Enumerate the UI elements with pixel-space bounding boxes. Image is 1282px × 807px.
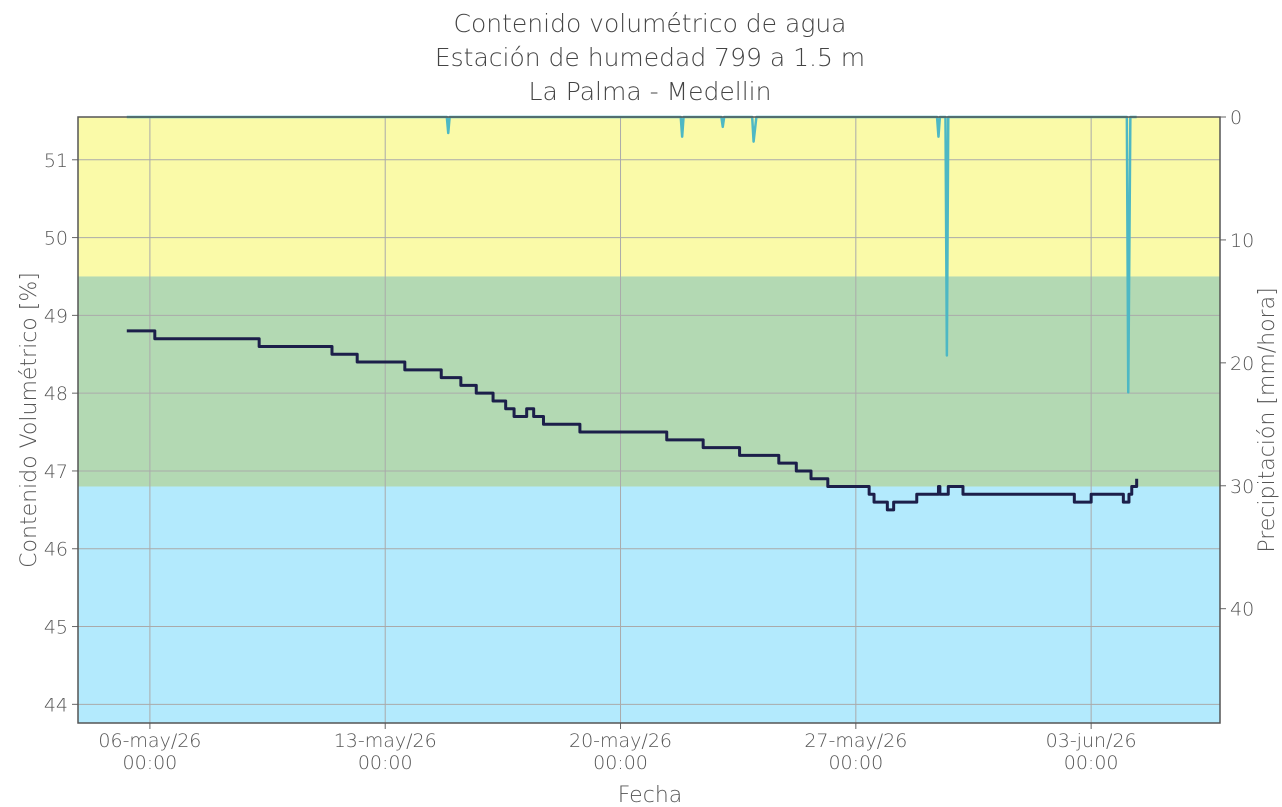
y2-axis-title: Precipitación [mm/hora] (1255, 287, 1280, 552)
y-tick-label: 50 (44, 228, 68, 250)
y-tick-label: 48 (44, 383, 68, 405)
chart-title: Contenido volumétrico de agua (454, 9, 847, 38)
y2-tick-label: 40 (1230, 599, 1254, 621)
y2-tick-label: 10 (1230, 230, 1254, 252)
y-tick-label: 49 (44, 305, 68, 327)
y-axis-title: Contenido Volumétrico [%] (17, 272, 42, 568)
y2-tick-label: 0 (1230, 107, 1242, 129)
x-tick-label: 03-jun/26 00:00 (1046, 730, 1137, 774)
chart-title: Estación de humedad 799 a 1.5 m (435, 43, 865, 72)
y-tick-label: 44 (44, 694, 68, 716)
series-line (126, 329, 1139, 512)
y-tick-label: 45 (44, 617, 68, 639)
x-axis-title: Fecha (618, 783, 683, 807)
y2-tick-label: 20 (1230, 353, 1254, 375)
y-tick-label: 47 (44, 461, 68, 483)
band (78, 117, 1220, 277)
y-tick-label: 51 (44, 150, 68, 172)
chart-title: La Palma - Medellin (529, 77, 772, 106)
x-tick-label: 13-may/26 00:00 (334, 730, 437, 774)
y2-tick-label: 30 (1230, 476, 1254, 498)
band (78, 486, 1220, 723)
x-tick-label: 06-may/26 00:00 (98, 730, 201, 774)
plot-frame (77, 116, 1221, 724)
x-tick-label: 27-may/26 00:00 (804, 730, 907, 774)
y-tick-label: 46 (44, 539, 68, 561)
band (78, 276, 1220, 487)
x-tick-label: 20-may/26 00:00 (569, 730, 672, 774)
